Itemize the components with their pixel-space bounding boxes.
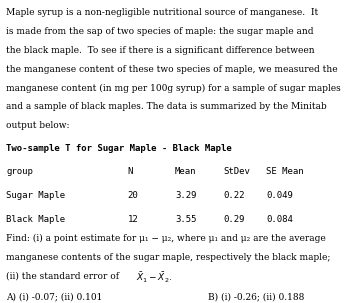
Text: (ii) the standard error of: (ii) the standard error of: [6, 272, 122, 281]
Text: 12: 12: [128, 215, 139, 224]
Text: output below:: output below:: [6, 121, 70, 130]
Text: A) (i) -0.07; (ii) 0.101: A) (i) -0.07; (ii) 0.101: [6, 292, 103, 301]
Text: 3.29: 3.29: [175, 191, 196, 200]
Text: group: group: [6, 167, 33, 175]
Text: Sugar Maple: Sugar Maple: [6, 191, 65, 200]
Text: manganese content (in mg per 100g syrup) for a sample of sugar maples: manganese content (in mg per 100g syrup)…: [6, 84, 341, 93]
Text: manganese contents of the sugar maple, respectively the black maple;: manganese contents of the sugar maple, r…: [6, 253, 331, 262]
Text: Two-sample T for Sugar Maple - Black Maple: Two-sample T for Sugar Maple - Black Map…: [6, 144, 232, 153]
Text: 0.049: 0.049: [266, 191, 293, 200]
Text: Maple syrup is a non-negligible nutritional source of manganese.  It: Maple syrup is a non-negligible nutritio…: [6, 8, 318, 18]
Text: Black Maple: Black Maple: [6, 215, 65, 224]
Text: B) (i) -0.26; (ii) 0.188: B) (i) -0.26; (ii) 0.188: [208, 292, 304, 301]
Text: 0.29: 0.29: [223, 215, 245, 224]
Text: StDev: StDev: [223, 167, 250, 175]
Text: SE Mean: SE Mean: [266, 167, 304, 175]
Text: Find: (i) a point estimate for μ₁ − μ₂, where μ₁ and μ₂ are the average: Find: (i) a point estimate for μ₁ − μ₂, …: [6, 234, 326, 243]
Text: the manganese content of these two species of maple, we measured the: the manganese content of these two speci…: [6, 65, 338, 74]
Text: $\bar{X}_1 - \bar{X}_2$.: $\bar{X}_1 - \bar{X}_2$.: [136, 271, 173, 285]
Text: and a sample of black maples. The data is summarized by the Minitab: and a sample of black maples. The data i…: [6, 102, 327, 112]
Text: 0.084: 0.084: [266, 215, 293, 224]
Text: 0.22: 0.22: [223, 191, 245, 200]
Text: Mean: Mean: [175, 167, 196, 175]
Text: the black maple.  To see if there is a significant difference between: the black maple. To see if there is a si…: [6, 46, 315, 55]
Text: 3.55: 3.55: [175, 215, 196, 224]
Text: N: N: [128, 167, 133, 175]
Text: 20: 20: [128, 191, 139, 200]
Text: is made from the sap of two species of maple: the sugar maple and: is made from the sap of two species of m…: [6, 27, 314, 36]
